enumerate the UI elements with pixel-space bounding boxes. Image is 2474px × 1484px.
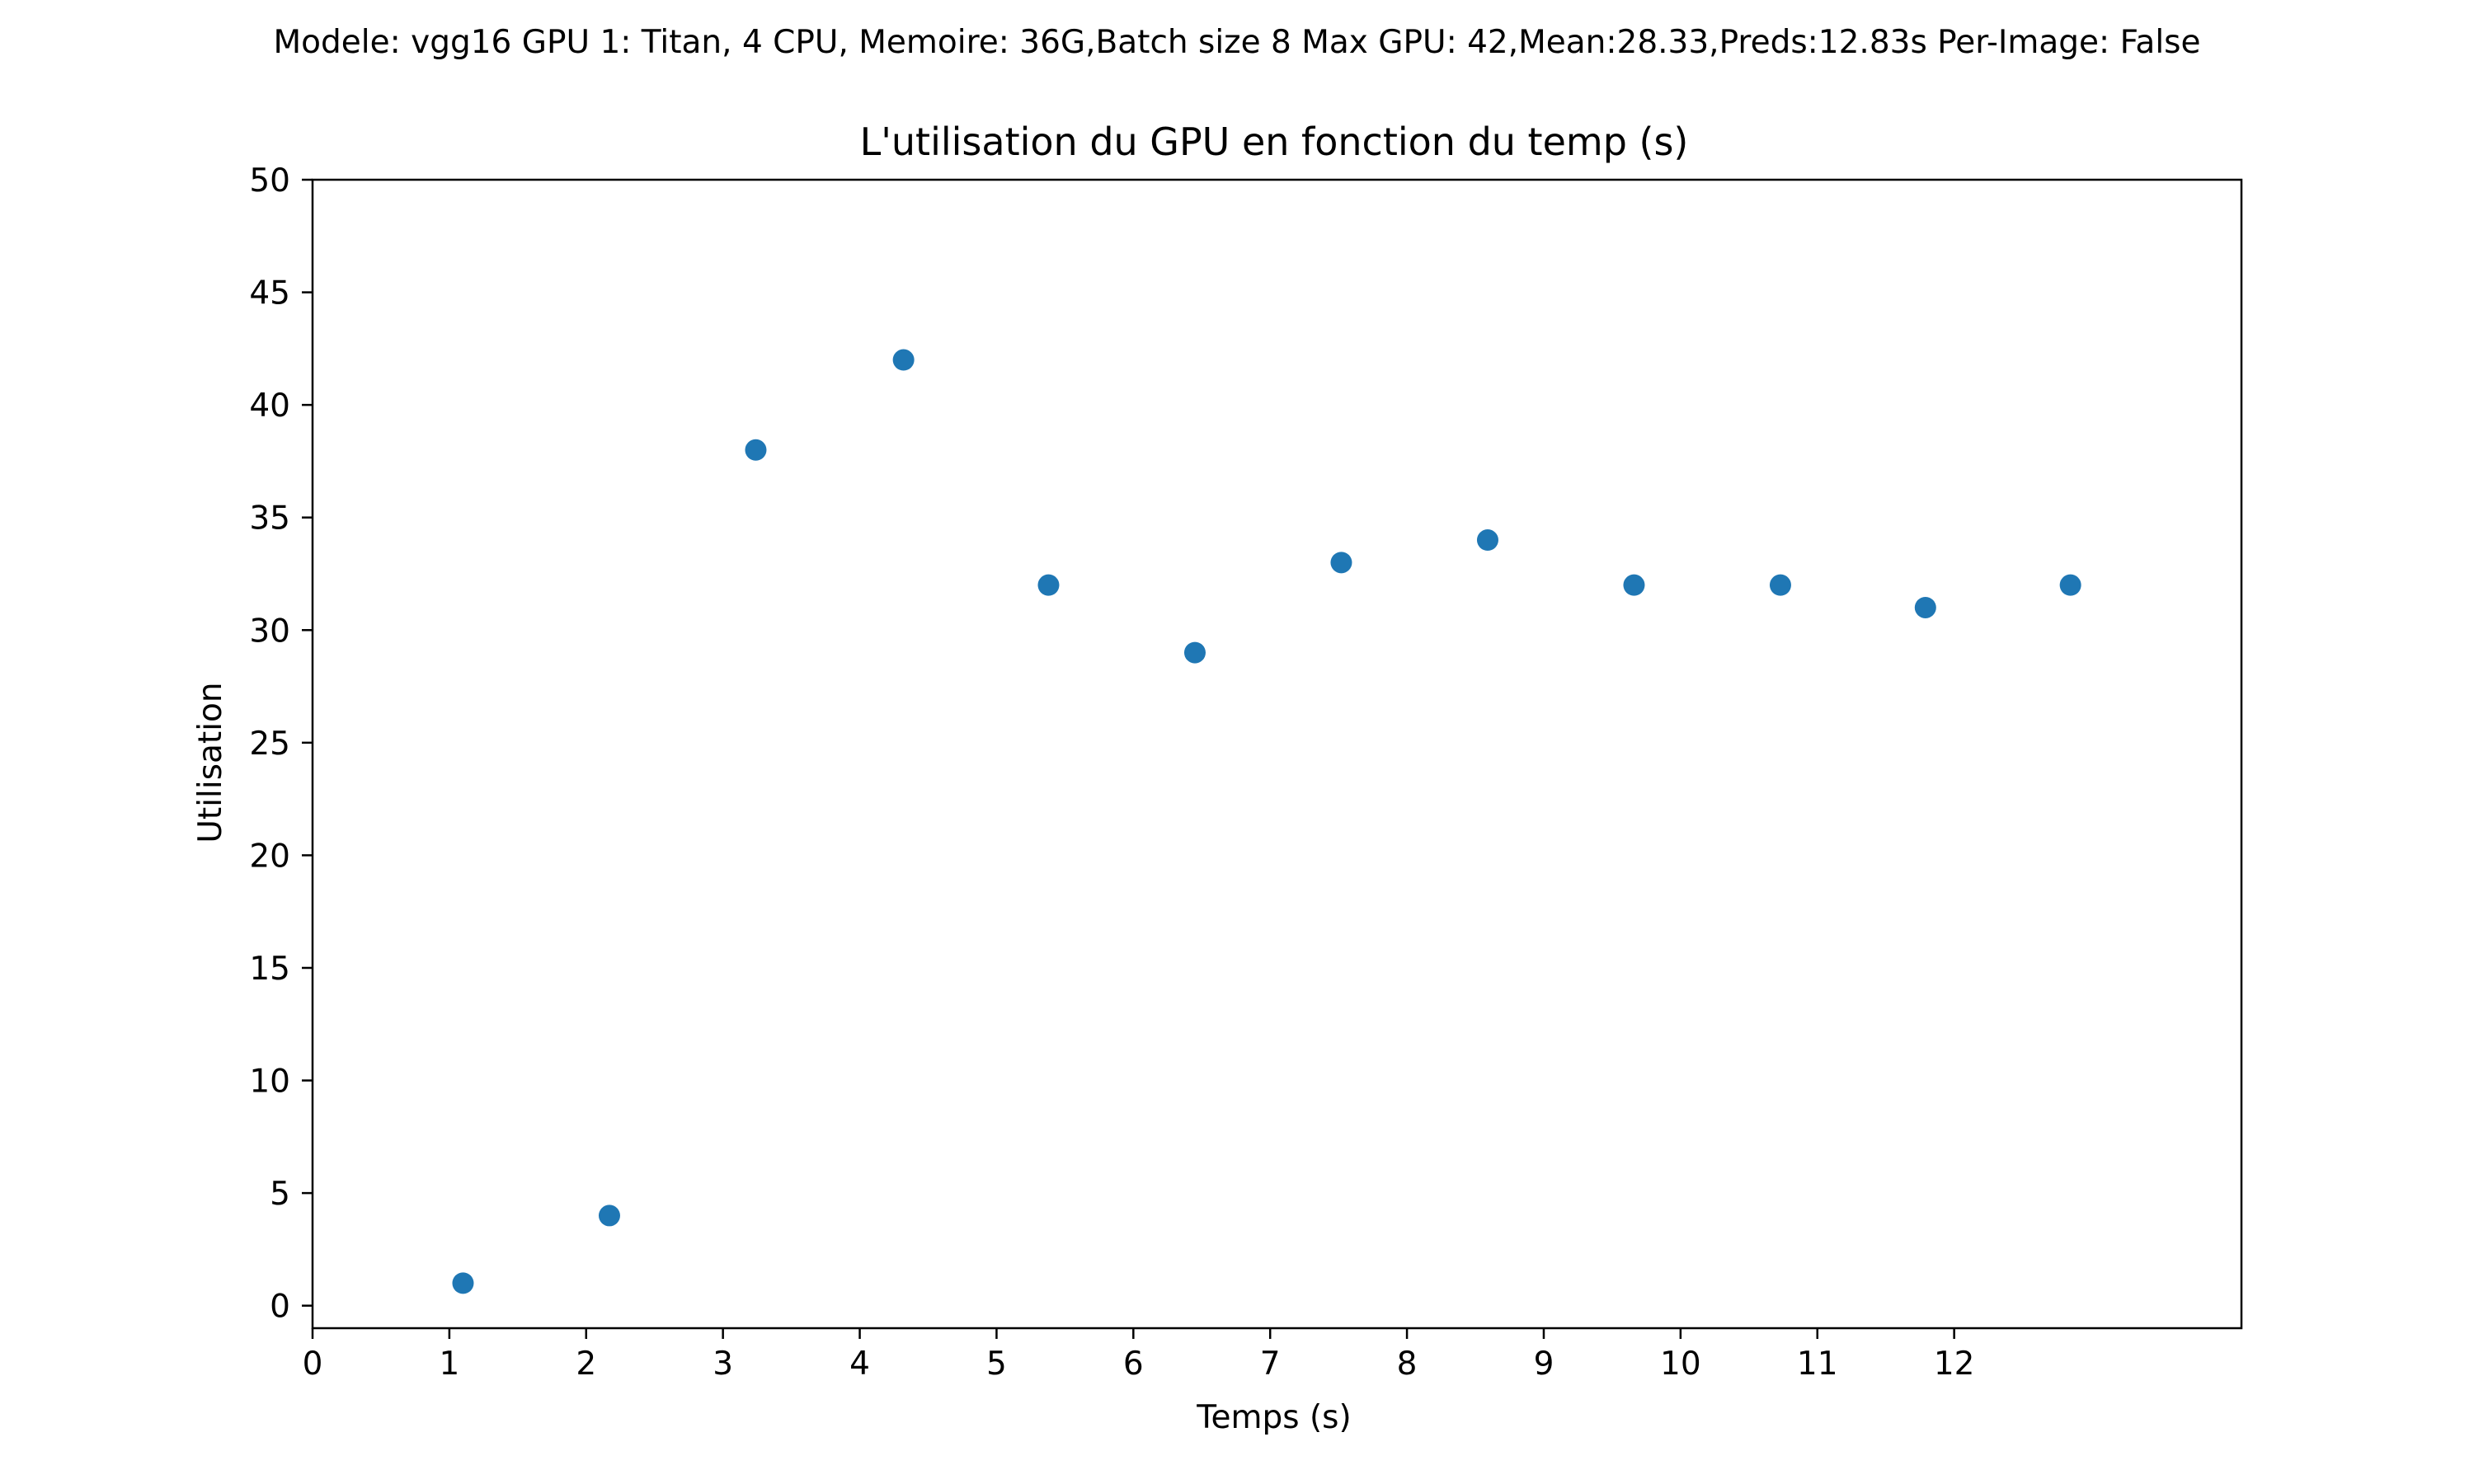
data-point [1330, 552, 1352, 574]
data-point [452, 1272, 474, 1294]
y-tick-label: 5 [270, 1176, 290, 1213]
x-tick-label: 10 [1660, 1345, 1701, 1383]
chart-title: L'utilisation du GPU en fonction du temp… [860, 120, 1689, 164]
data-point [598, 1205, 620, 1227]
figure-suptitle: Modele: vgg16 GPU 1: Titan, 4 CPU, Memoi… [274, 24, 2201, 61]
data-point [1769, 574, 1791, 596]
x-tick-label: 1 [439, 1345, 459, 1383]
x-axis-label: Temps (s) [1196, 1399, 1351, 1436]
x-tick-label: 11 [1797, 1345, 1838, 1383]
data-point [2059, 574, 2081, 596]
y-tick-label: 15 [249, 951, 290, 988]
x-tick-label: 9 [1534, 1345, 1554, 1383]
y-tick-label: 25 [249, 726, 290, 763]
x-tick-label: 4 [849, 1345, 870, 1383]
x-axis-ticks: 0 1 2 3 4 5 6 7 8 9 10 11 12 [303, 1328, 1975, 1383]
x-tick-label: 7 [1260, 1345, 1281, 1383]
y-tick-label: 0 [270, 1289, 290, 1326]
y-tick-label: 40 [249, 387, 290, 425]
y-tick-label: 35 [249, 500, 290, 538]
x-tick-label: 8 [1397, 1345, 1418, 1383]
x-tick-label: 12 [1934, 1345, 1975, 1383]
data-point [1476, 529, 1498, 552]
y-tick-label: 30 [249, 613, 290, 650]
data-points [452, 349, 2081, 1294]
data-point [1623, 574, 1645, 596]
data-point [745, 439, 767, 461]
plot-area [311, 178, 2243, 1330]
y-tick-label: 50 [249, 162, 290, 200]
x-tick-label: 0 [303, 1345, 323, 1383]
y-axis-ticks: 0 5 10 15 20 25 30 35 40 45 50 [249, 162, 313, 1326]
data-point [892, 349, 915, 371]
plot-frame [311, 178, 2243, 1330]
data-point [1914, 596, 1936, 618]
x-tick-label: 6 [1123, 1345, 1144, 1383]
y-tick-label: 20 [249, 838, 290, 875]
y-axis-label: Utilisation [192, 682, 229, 843]
x-tick-label: 2 [576, 1345, 596, 1383]
x-tick-label: 5 [986, 1345, 1007, 1383]
y-tick-label: 10 [249, 1064, 290, 1101]
data-point [1037, 574, 1060, 596]
x-tick-label: 3 [713, 1345, 733, 1383]
y-tick-label: 45 [249, 275, 290, 312]
data-point [1183, 641, 1206, 664]
